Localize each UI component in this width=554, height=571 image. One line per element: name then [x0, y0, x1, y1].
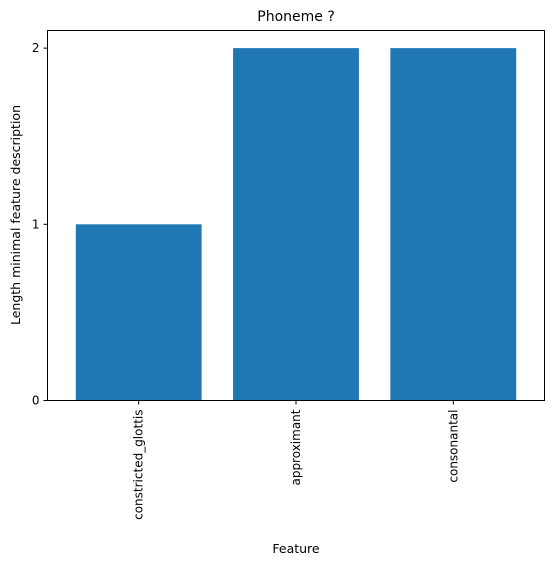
bar-consonantal — [390, 48, 517, 401]
bar-constricted_glottis — [75, 224, 202, 401]
x-axis: constricted_glottis approximant consonanta… — [132, 400, 460, 520]
bars-group — [75, 48, 517, 401]
x-tick-label: consonantal — [446, 409, 460, 482]
y-tick-label: 2 — [32, 41, 40, 55]
y-axis-label: Length minimal feature description — [8, 105, 23, 325]
y-tick-label: 0 — [32, 394, 40, 408]
x-tick-label: constricted_glottis — [132, 410, 146, 520]
y-tick-label: 1 — [32, 217, 40, 231]
x-tick-label: approximant — [289, 409, 303, 485]
y-axis: 0 1 2 — [32, 41, 48, 408]
chart-title: Phoneme ? — [257, 9, 335, 25]
bar-approximant — [233, 48, 359, 401]
x-axis-label: Feature — [272, 541, 320, 556]
plot-frame — [47, 30, 545, 401]
